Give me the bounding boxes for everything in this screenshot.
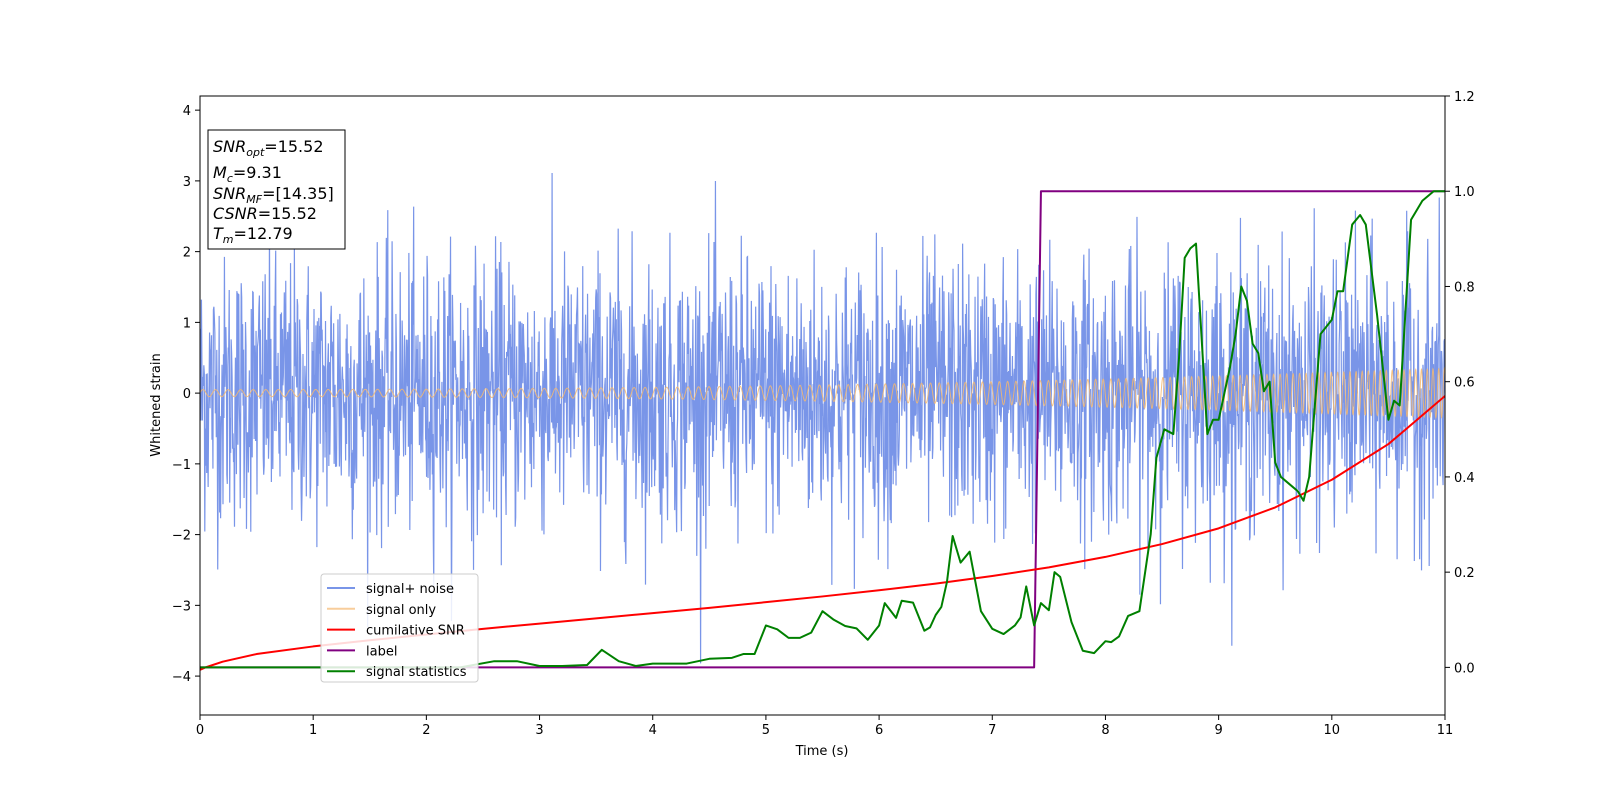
stats-box: SNRopt=15.52 Mc=9.31 SNRMF=[14.35] CSNR=…	[207, 129, 346, 250]
stat-snr-mf: SNRMF=[14.35]	[213, 184, 334, 206]
series-cumilative-snr	[200, 395, 1445, 671]
stat-mc: Mc=9.31	[213, 163, 282, 185]
stat-csnr: CSNR=15.52	[213, 204, 317, 223]
y-left-tick-label: 2	[183, 246, 191, 261]
series-label	[200, 190, 1445, 669]
y-right-tick-label: 1.2	[1454, 90, 1475, 105]
x-tick-label: 11	[1437, 723, 1454, 738]
plot-frame	[199, 95, 1446, 716]
series-signal-statistics	[200, 190, 1445, 669]
x-tick-label: 0	[196, 723, 204, 738]
y-right-axis: 0.0 0.2 0.4 0.6 0.8 1.0 1.2	[1445, 90, 1475, 676]
y-left-tick-label: −4	[172, 670, 191, 685]
x-tick-label: 3	[535, 723, 543, 738]
x-tick-label: 6	[875, 723, 883, 738]
y-left-axis: −4 −3 −2 −1 0 1 2 3 4	[172, 104, 200, 685]
y-right-tick-label: 0.6	[1454, 376, 1475, 391]
y-left-tick-label: −3	[172, 599, 191, 614]
y-right-tick-label: 0.4	[1454, 471, 1475, 486]
legend-signal-noise-text: signal+ noise	[366, 582, 454, 597]
x-tick-label: 7	[988, 723, 996, 738]
legend-label: label	[327, 644, 397, 659]
legend-signal-statistics-text: signal statistics	[366, 665, 467, 680]
y-right-tick-label: 0.0	[1454, 661, 1475, 676]
legend-signal-only: signal only	[327, 603, 436, 618]
y-left-tick-label: −1	[172, 458, 191, 473]
stats-box-frame	[207, 129, 346, 250]
stat-tm: Tm=12.79	[213, 224, 293, 246]
x-tick-label: 2	[422, 723, 430, 738]
x-tick-label: 10	[1324, 723, 1341, 738]
y-left-tick-label: −2	[172, 529, 191, 544]
legend-cumilative-snr-text: cumilative SNR	[366, 624, 465, 639]
x-axis: 0 1 2 3 4 5 6 7 8 9 10 11	[196, 715, 1453, 738]
x-tick-label: 5	[762, 723, 770, 738]
series-layer	[200, 173, 1445, 671]
y-right-tick-label: 0.8	[1454, 280, 1475, 295]
y-left-tick-label: 1	[183, 316, 191, 331]
y-right-tick-label: 0.2	[1454, 566, 1475, 581]
legend-frame	[320, 573, 479, 683]
stat-snr-opt: SNRopt=15.52	[213, 137, 324, 159]
y-right-tick-label: 1.0	[1454, 185, 1475, 200]
y-left-tick-label: 3	[183, 175, 191, 190]
y-axis-label: Whitened strain	[149, 353, 164, 456]
x-axis-label: Time (s)	[795, 744, 849, 759]
legend-signal-statistics: signal statistics	[327, 665, 467, 680]
y-left-tick-label: 0	[183, 387, 191, 402]
legend: signal+ noise signal only cumilative SNR la…	[320, 573, 479, 683]
legend-label-text: label	[366, 644, 397, 659]
legend-cumilative-snr: cumilative SNR	[327, 624, 465, 639]
x-tick-label: 4	[649, 723, 657, 738]
series-signal-only	[200, 366, 1445, 420]
x-tick-label: 8	[1101, 723, 1109, 738]
legend-signal-only-text: signal only	[366, 603, 436, 618]
x-tick-label: 1	[309, 723, 317, 738]
x-tick-label: 9	[1214, 723, 1222, 738]
legend-signal-noise: signal+ noise	[327, 582, 454, 597]
y-left-tick-label: 4	[183, 104, 191, 119]
